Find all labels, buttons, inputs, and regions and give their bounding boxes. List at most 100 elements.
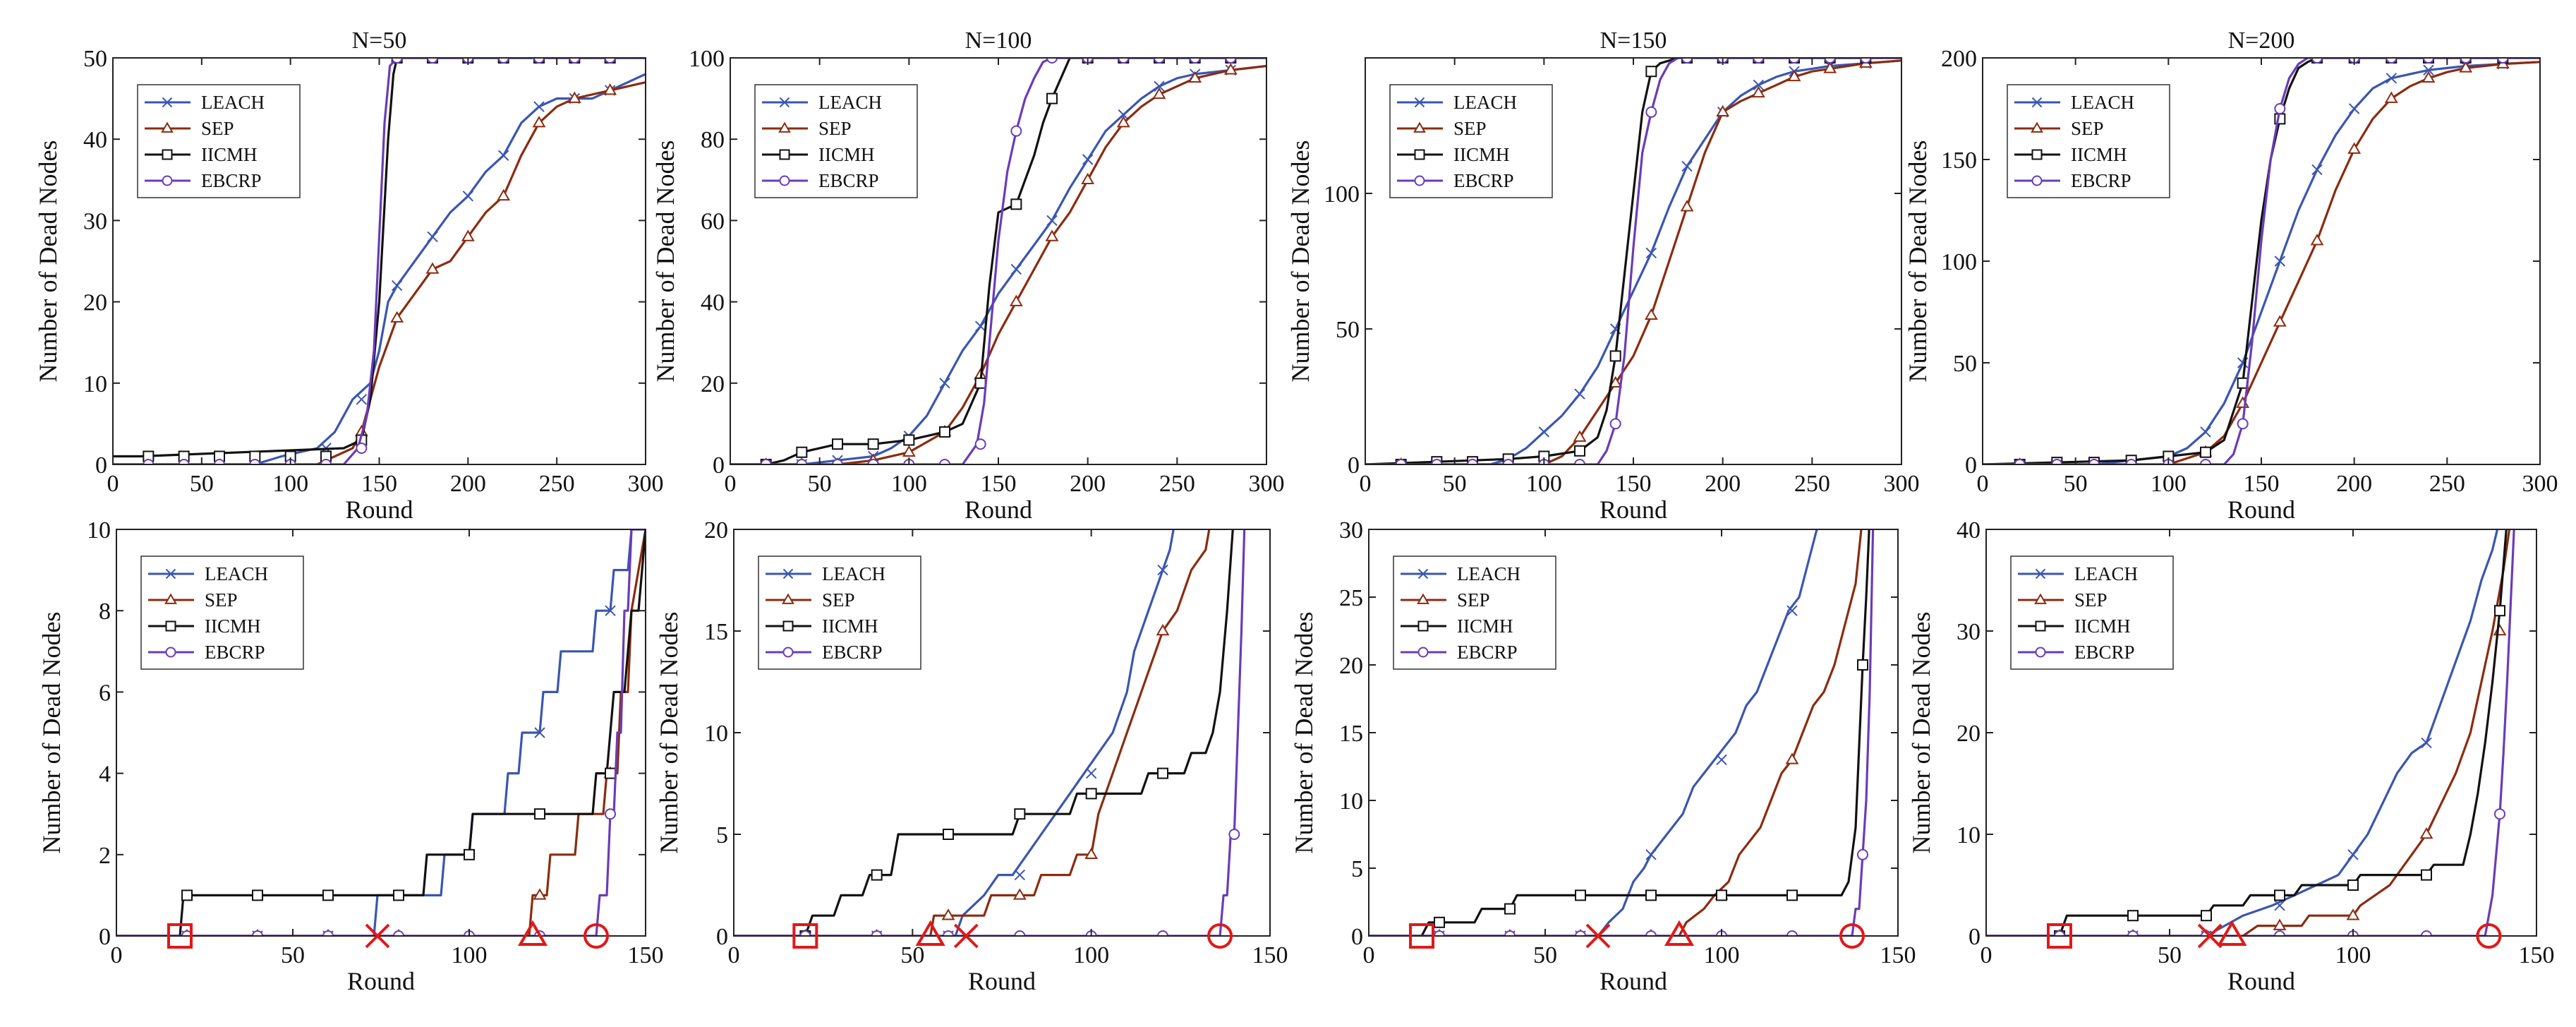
x-tick-label: 0 (1360, 471, 1372, 497)
series-marker-leach (534, 727, 545, 738)
series-marker-leach (462, 191, 474, 202)
legend-marker-leach (165, 568, 176, 579)
legend-label-iicmh: IICMH (2074, 615, 2131, 637)
x-tick-label: 0 (111, 942, 123, 968)
first-dead-highlight-circle (1839, 923, 1865, 949)
series-line-iicmh (113, 58, 646, 458)
legend-marker-ebcrp (2035, 647, 2046, 658)
series-marker-ebcrp (249, 459, 261, 464)
legend-label-iicmh: IICMH (2071, 144, 2127, 165)
series-marker-ebcrp (322, 930, 334, 936)
series-line-iicmh (1986, 529, 2508, 936)
series-marker-leach (1716, 754, 1727, 766)
chart-panel-6: 0 50 100 150 0 5 10 15 20 Round Number of Dead Nod… (655, 517, 1288, 995)
series-marker-ebcrp (832, 459, 843, 464)
series-marker-sep (1156, 623, 1170, 636)
chart-title: N=150 (1600, 28, 1667, 54)
legend-marker-sep (164, 593, 177, 604)
series-marker-ebcrp (799, 930, 811, 936)
series-line-leach (1365, 59, 1901, 464)
legend-marker-iicmh (2031, 149, 2043, 160)
x-tick-label: 200 (1070, 471, 1106, 497)
y-tick-label: 0 (716, 924, 728, 950)
y-tick-label: 200 (1941, 46, 1977, 72)
series-marker-leach (1538, 426, 1550, 438)
y-tick-label: 20 (83, 290, 107, 316)
y-tick-label: 0 (1965, 452, 1977, 479)
series-marker-ebcrp (974, 438, 986, 450)
series-marker-iicmh (1575, 889, 1586, 901)
series-marker-ebcrp (2127, 930, 2139, 936)
y-tick-label: 0 (1969, 924, 1981, 950)
series-marker-sep (2421, 71, 2436, 83)
series-marker-iicmh (1786, 889, 1798, 901)
series-line-sep (1365, 59, 1901, 464)
series-marker-ebcrp (1824, 58, 1836, 64)
y-axis-label: Number of Dead Nodes (651, 140, 679, 383)
series-marker-ebcrp (867, 459, 879, 464)
legend-marker-iicmh (782, 620, 794, 632)
series-marker-iicmh (871, 869, 883, 881)
legend-marker-iicmh (1414, 149, 1425, 160)
x-axis-label: Round (2227, 967, 2295, 995)
y-tick-label: 15 (1339, 721, 1363, 747)
series-marker-ebcrp (1189, 58, 1201, 64)
x-tick-label: 200 (2336, 471, 2372, 497)
series-marker-ebcrp (1502, 459, 1514, 464)
series-marker-sep (2273, 315, 2287, 327)
legend-label-ebcrp: EBCRP (822, 642, 883, 663)
series-marker-leach (2421, 737, 2432, 749)
series-marker-ebcrp (1046, 58, 1058, 64)
legend-label-leach: LEACH (818, 92, 882, 113)
y-axis-label: Number of Dead Nodes (37, 612, 66, 854)
y-tick-label: 5 (716, 822, 728, 848)
series-marker-iicmh (1014, 808, 1026, 820)
legend-label-iicmh: IICMH (201, 144, 258, 165)
series-marker-leach (1645, 247, 1657, 259)
y-tick-label: 20 (701, 371, 725, 397)
series-marker-ebcrp (143, 459, 155, 464)
series-marker-ebcrp (604, 58, 616, 64)
series-marker-ebcrp (2274, 103, 2286, 114)
series-marker-sep (1084, 847, 1099, 860)
legend-label-ebcrp: EBCRP (201, 170, 262, 191)
x-tick-label: 150 (1616, 471, 1652, 497)
series-line-leach (116, 529, 646, 936)
series-marker-ebcrp (181, 930, 193, 936)
series-line-leach (1986, 529, 2499, 936)
series-marker-iicmh (832, 438, 843, 450)
series-marker-ebcrp (1574, 459, 1585, 464)
x-tick-label: 50 (281, 942, 305, 968)
y-axis-label: Number of Dead Nodes (1904, 140, 1932, 383)
series-marker-sep (2346, 908, 2360, 920)
x-axis-label: Round (965, 496, 1032, 524)
legend-label-iicmh: IICMH (1453, 144, 1510, 165)
legend-marker-ebcrp (162, 175, 173, 186)
x-tick-label: 150 (361, 471, 397, 497)
series-marker-ebcrp (356, 442, 368, 454)
y-tick-label: 40 (701, 290, 725, 316)
series-marker-ebcrp (1154, 58, 1165, 64)
series-marker-leach (1010, 263, 1022, 275)
legend-label-iicmh: IICMH (1457, 615, 1513, 637)
series-marker-ebcrp (2460, 58, 2472, 64)
x-tick-label: 100 (1526, 471, 1562, 497)
series-marker-iicmh (1085, 788, 1097, 800)
legend-marker-ebcrp (782, 647, 794, 658)
series-marker-leach (1681, 160, 1693, 172)
x-tick-label: 0 (1981, 942, 1993, 968)
series-line-iicmh (1983, 58, 2540, 464)
series-marker-ebcrp (1504, 930, 1516, 936)
series-marker-ebcrp (796, 459, 808, 464)
series-marker-ebcrp (320, 459, 332, 464)
x-tick-label: 150 (1880, 942, 1916, 968)
x-tick-label: 150 (2519, 942, 2555, 968)
chart-title: N=200 (2228, 28, 2295, 54)
series-marker-ebcrp (1431, 459, 1443, 464)
y-tick-label: 30 (1339, 517, 1363, 543)
x-tick-label: 300 (1884, 471, 1920, 497)
x-tick-label: 50 (1533, 942, 1557, 968)
y-tick-label: 50 (1953, 351, 1977, 377)
series-marker-sep (1785, 752, 1799, 764)
series-marker-iicmh (2274, 889, 2285, 901)
